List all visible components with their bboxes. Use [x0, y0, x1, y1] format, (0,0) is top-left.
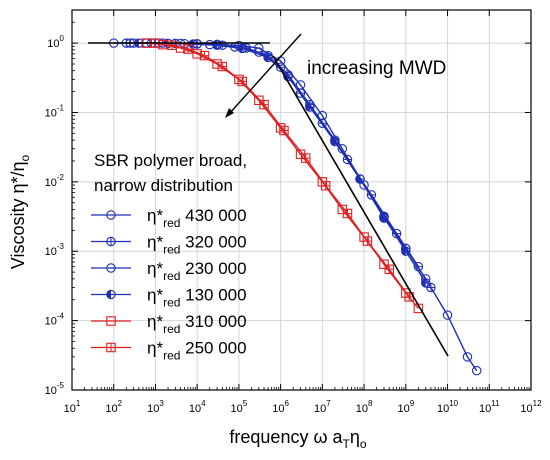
data-point	[355, 174, 365, 184]
legend-label: η*red 130 000	[147, 286, 247, 310]
y-tick-label: 10-3	[45, 242, 65, 258]
data-point	[237, 76, 247, 87]
increasing-mwd-arrow-shaft	[228, 33, 302, 115]
data-point	[217, 61, 228, 72]
data-point	[305, 102, 315, 112]
legend-marker	[106, 316, 116, 326]
series-line	[146, 42, 419, 309]
x-tick-labels: 101 102 103 104 105 106 107 108 109 1010 1011 1012	[64, 399, 542, 415]
y-tick-labels: 100 10-1 10-2 10-3 10-4 10-5	[45, 34, 65, 397]
data-point	[401, 246, 411, 256]
legend-marker	[106, 342, 116, 353]
data-point	[330, 136, 340, 147]
y-tick-label: 10-5	[45, 381, 65, 397]
legend-title-line2: narrow distribution	[94, 176, 233, 195]
data-point	[237, 43, 247, 54]
data-point	[234, 74, 244, 85]
data-point	[462, 352, 473, 362]
data-point	[342, 208, 353, 219]
increasing-mwd-arrow-head	[225, 108, 234, 118]
data-point	[384, 264, 394, 275]
legend-entry-5: η*red 250 000	[91, 339, 247, 363]
legend-marker	[106, 289, 116, 300]
y-tick-label: 10-2	[45, 173, 65, 189]
legend-label: η*red 430 000	[147, 206, 247, 230]
x-tick-label: 1011	[479, 399, 500, 415]
data-point	[366, 190, 377, 200]
x-tick-label: 105	[231, 399, 248, 415]
data-point	[362, 236, 373, 246]
legend-label: η*red 310 000	[147, 312, 247, 336]
data-point	[426, 282, 436, 293]
data-point	[379, 212, 389, 222]
x-tick-label: 1010	[437, 399, 459, 415]
x-tick-label: 107	[314, 399, 331, 415]
legend-label: η*red 250 000	[147, 339, 247, 363]
data-point	[275, 123, 286, 133]
x-tick-label: 103	[147, 399, 164, 415]
data-point	[183, 44, 193, 54]
x-tick-label: 108	[356, 399, 373, 415]
legend-label: η*red 320 000	[147, 233, 247, 257]
x-axis-title: frequency ω aTηo	[229, 427, 366, 451]
legend-entry-0: η*red 430 000	[91, 206, 247, 230]
x-tick-label: 101	[64, 399, 81, 415]
reference-slope-line	[272, 55, 449, 357]
x-tick-label: 106	[272, 399, 289, 415]
legend-marker	[106, 210, 116, 220]
data-point	[420, 278, 431, 288]
x-tick-label: 109	[397, 399, 414, 415]
data-point	[279, 125, 289, 136]
data-point	[471, 365, 482, 376]
data-point	[259, 99, 269, 110]
data-point	[212, 59, 222, 69]
legend: SBR polymer broad, narrow distribution η…	[91, 151, 247, 363]
axis-ticks	[71, 10, 532, 391]
y-tick-label: 100	[47, 34, 64, 50]
legend-marker	[106, 263, 116, 273]
plot-frame	[71, 9, 532, 391]
legend-label: η*red 230 000	[147, 259, 247, 283]
legend-entry-1: η*red 320 000	[91, 233, 247, 257]
series-5	[150, 38, 414, 302]
y-axis-title: Viscosity η*/ηo	[8, 154, 32, 269]
data-point	[442, 310, 453, 320]
x-tick-label: 1012	[520, 399, 542, 415]
legend-entry-2: η*red 230 000	[91, 259, 247, 283]
x-tick-label: 102	[105, 399, 122, 415]
y-tick-label: 10-1	[45, 103, 65, 119]
annotation-increasing-mwd: increasing MWD	[307, 58, 446, 79]
data-point	[301, 153, 311, 163]
data-point	[320, 180, 331, 191]
legend-entry-4: η*red 310 000	[91, 312, 247, 336]
y-tick-label: 10-4	[45, 312, 65, 328]
x-tick-label: 104	[189, 399, 206, 415]
data-point	[379, 259, 389, 269]
data-point	[199, 50, 210, 61]
data-point	[263, 52, 273, 63]
legend-entry-3: η*red 130 000	[91, 286, 247, 310]
legend-title-line1: SBR polymer broad,	[94, 151, 247, 170]
legend-marker	[106, 236, 116, 247]
